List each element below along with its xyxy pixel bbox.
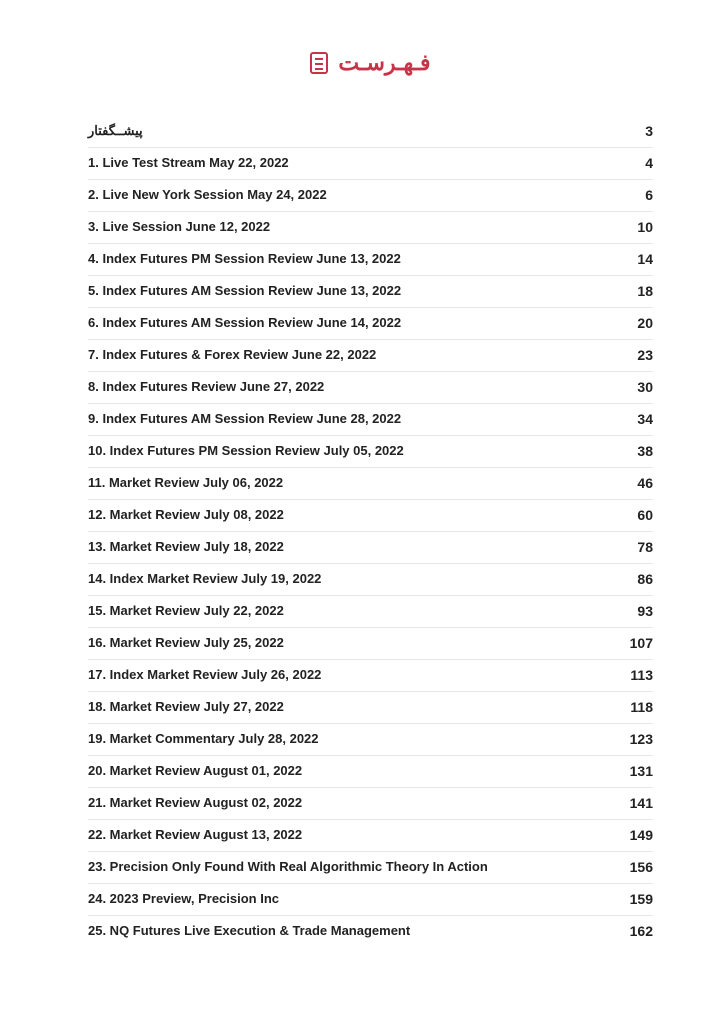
toc-entry-label: 13. Market Review July 18, 2022 — [88, 539, 617, 554]
toc-entry-label: 17. Index Market Review July 26, 2022 — [88, 667, 617, 682]
toc-entry-page: 34 — [617, 411, 653, 427]
toc-entry-page: 159 — [617, 891, 653, 907]
toc-row: 3. Live Session June 12, 202210 — [88, 212, 653, 244]
toc-entry-label: 23. Precision Only Found With Real Algor… — [88, 859, 617, 874]
toc-entry-page: 23 — [617, 347, 653, 363]
toc-entry-label: 3. Live Session June 12, 2022 — [88, 219, 617, 234]
toc-entry-page: 18 — [617, 283, 653, 299]
toc-entry-label: 16. Market Review July 25, 2022 — [88, 635, 617, 650]
toc-list: 1. Live Test Stream May 22, 202242. Live… — [88, 148, 653, 947]
toc-row: 14. Index Market Review July 19, 202286 — [88, 564, 653, 596]
toc-entry-label: 14. Index Market Review July 19, 2022 — [88, 571, 617, 586]
toc-row: 4. Index Futures PM Session Review June … — [88, 244, 653, 276]
toc-entry-label: 22. Market Review August 13, 2022 — [88, 827, 617, 842]
toc-row: 6. Index Futures AM Session Review June … — [88, 308, 653, 340]
toc-entry-page: 131 — [617, 763, 653, 779]
toc-row: 16. Market Review July 25, 2022107 — [88, 628, 653, 660]
toc-row: 24. 2023 Preview, Precision Inc159 — [88, 884, 653, 916]
toc-entry-label: 6. Index Futures AM Session Review June … — [88, 315, 617, 330]
toc-entry-label: 2. Live New York Session May 24, 2022 — [88, 187, 617, 202]
toc-entry-page: 162 — [617, 923, 653, 939]
toc-preface-row: پیشــگفتار 3 — [88, 116, 653, 148]
toc-entry-page: 30 — [617, 379, 653, 395]
toc-row: 1. Live Test Stream May 22, 20224 — [88, 148, 653, 180]
toc-entry-label: 11. Market Review July 06, 2022 — [88, 475, 617, 490]
toc-entry-label: 5. Index Futures AM Session Review June … — [88, 283, 617, 298]
toc-entry-page: 149 — [617, 827, 653, 843]
toc-row: 11. Market Review July 06, 202246 — [88, 468, 653, 500]
toc-entry-label: 19. Market Commentary July 28, 2022 — [88, 731, 617, 746]
toc-row: 10. Index Futures PM Session Review July… — [88, 436, 653, 468]
toc-entry-label: 18. Market Review July 27, 2022 — [88, 699, 617, 714]
toc-entry-page: 78 — [617, 539, 653, 555]
toc-row: 2. Live New York Session May 24, 20226 — [88, 180, 653, 212]
toc-entry-page: 4 — [617, 155, 653, 171]
toc-row: 5. Index Futures AM Session Review June … — [88, 276, 653, 308]
toc-row: 21. Market Review August 02, 2022141 — [88, 788, 653, 820]
toc-entry-label: 7. Index Futures & Forex Review June 22,… — [88, 347, 617, 362]
toc-row: 9. Index Futures AM Session Review June … — [88, 404, 653, 436]
toc-entry-label: 25. NQ Futures Live Execution & Trade Ma… — [88, 923, 617, 938]
toc-entry-label: 8. Index Futures Review June 27, 2022 — [88, 379, 617, 394]
toc-entry-label: 10. Index Futures PM Session Review July… — [88, 443, 617, 458]
toc-row: 19. Market Commentary July 28, 2022123 — [88, 724, 653, 756]
page-title-wrap: فـهـرسـت — [88, 50, 653, 76]
toc-entry-label: 1. Live Test Stream May 22, 2022 — [88, 155, 617, 170]
toc-row: 25. NQ Futures Live Execution & Trade Ma… — [88, 916, 653, 947]
toc-entry-page: 93 — [617, 603, 653, 619]
toc-entry-page: 118 — [617, 699, 653, 715]
toc-entry-label: 20. Market Review August 01, 2022 — [88, 763, 617, 778]
page-title: فـهـرسـت — [338, 50, 430, 76]
toc-row: 17. Index Market Review July 26, 2022113 — [88, 660, 653, 692]
toc-entry-page: 20 — [617, 315, 653, 331]
toc-row: 8. Index Futures Review June 27, 202230 — [88, 372, 653, 404]
toc-entry-label: 21. Market Review August 02, 2022 — [88, 795, 617, 810]
toc-entry-page: 60 — [617, 507, 653, 523]
toc-preface-page: 3 — [617, 123, 653, 139]
toc-preface-label: پیشــگفتار — [88, 123, 617, 139]
list-document-icon — [310, 52, 328, 74]
toc-entry-page: 113 — [617, 667, 653, 683]
toc-entry-page: 38 — [617, 443, 653, 459]
toc-row: 15. Market Review July 22, 202293 — [88, 596, 653, 628]
toc-row: 20. Market Review August 01, 2022131 — [88, 756, 653, 788]
toc-row: 22. Market Review August 13, 2022149 — [88, 820, 653, 852]
toc-entry-label: 15. Market Review July 22, 2022 — [88, 603, 617, 618]
toc-row: 18. Market Review July 27, 2022118 — [88, 692, 653, 724]
toc-entry-page: 10 — [617, 219, 653, 235]
toc-entry-page: 46 — [617, 475, 653, 491]
toc-entry-page: 6 — [617, 187, 653, 203]
toc-entry-page: 107 — [617, 635, 653, 651]
toc-row: 7. Index Futures & Forex Review June 22,… — [88, 340, 653, 372]
toc-entry-page: 141 — [617, 795, 653, 811]
toc-page: فـهـرسـت پیشــگفتار 3 1. Live Test Strea… — [0, 0, 723, 947]
toc-row: 23. Precision Only Found With Real Algor… — [88, 852, 653, 884]
toc-entry-page: 14 — [617, 251, 653, 267]
toc-row: 13. Market Review July 18, 202278 — [88, 532, 653, 564]
toc-row: 12. Market Review July 08, 202260 — [88, 500, 653, 532]
toc-entry-label: 4. Index Futures PM Session Review June … — [88, 251, 617, 266]
toc-entry-label: 9. Index Futures AM Session Review June … — [88, 411, 617, 426]
toc-entry-label: 24. 2023 Preview, Precision Inc — [88, 891, 617, 906]
toc-entry-page: 123 — [617, 731, 653, 747]
toc-entry-page: 86 — [617, 571, 653, 587]
toc-entry-label: 12. Market Review July 08, 2022 — [88, 507, 617, 522]
toc-entry-page: 156 — [617, 859, 653, 875]
